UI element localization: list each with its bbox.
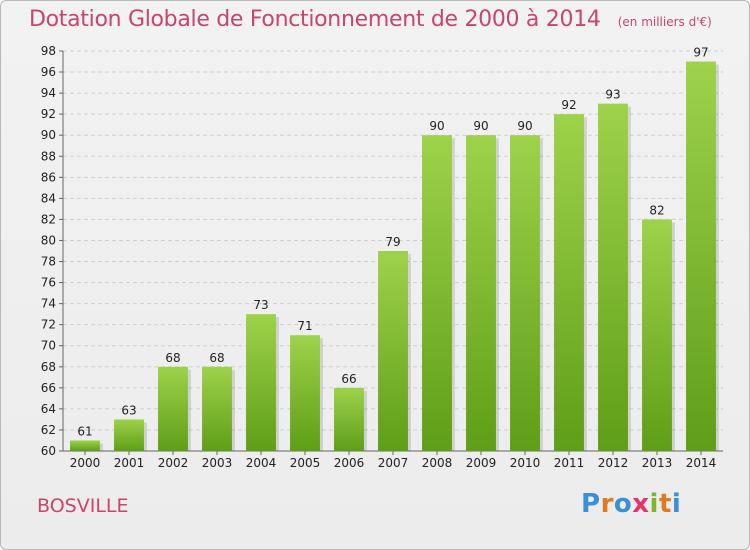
logo-letter: P [581,489,601,519]
data-label: 71 [297,319,312,333]
x-tick-label: 2006 [334,456,365,470]
x-tick-label: 2004 [246,456,277,470]
y-tick-label: 64 [41,402,56,416]
y-tick-label: 68 [41,360,56,374]
bar [686,61,716,452]
x-tick-label: 2009 [466,456,497,470]
data-label: 90 [517,119,532,133]
y-tick-label: 84 [41,191,56,205]
y-tick-label: 62 [41,423,56,437]
data-label: 82 [649,203,664,217]
bar [70,440,100,451]
y-tick-label: 80 [41,233,56,247]
y-tick-label: 74 [41,297,56,311]
logo-letter: i [649,489,659,519]
bar [334,387,364,451]
logo-letter: i [671,489,682,519]
y-tick-label: 78 [41,255,56,269]
bar [642,219,672,451]
data-label: 97 [693,46,708,60]
x-tick-label: 2010 [510,456,541,470]
data-label: 63 [121,403,136,417]
chart-subtitle: (en milliers d'€) [617,15,712,29]
logo-letter: o [613,489,633,519]
logo-letter: x [632,489,650,519]
bar [554,114,584,451]
bar [202,366,232,451]
x-tick-label: 2008 [422,456,453,470]
data-label: 68 [165,351,180,365]
bar [466,135,496,452]
x-tick-label: 2007 [378,456,409,470]
data-label: 79 [385,235,400,249]
bar [510,135,540,452]
data-label: 92 [561,98,576,112]
y-tick-label: 70 [41,339,56,353]
data-label: 93 [605,88,620,102]
y-tick-label: 82 [41,212,56,226]
x-tick-label: 2003 [202,456,233,470]
bar [378,251,408,451]
bar [114,419,144,451]
y-tick-label: 96 [41,65,56,79]
data-label: 66 [341,372,356,386]
data-label: 61 [77,424,92,438]
logo-letter: t [658,489,672,519]
bar [158,366,188,451]
y-tick-label: 90 [41,128,56,142]
data-label: 68 [209,351,224,365]
bar [246,314,276,451]
x-tick-label: 2002 [158,456,189,470]
x-tick-label: 2012 [598,456,629,470]
chart-title: Dotation Globale de Fonctionnement de 20… [29,7,601,32]
x-tick-label: 2001 [114,456,145,470]
x-tick-label: 2013 [642,456,673,470]
data-label: 90 [429,119,444,133]
y-tick-label: 94 [41,86,56,100]
x-tick-label: 2014 [686,456,717,470]
x-tick-label: 2000 [70,456,101,470]
y-tick-label: 98 [41,44,56,58]
bar [598,103,628,451]
logo-letter: r [600,489,614,519]
commune-name: BOSVILLE [37,495,129,517]
x-tick-label: 2005 [290,456,321,470]
y-tick-label: 86 [41,170,56,184]
y-tick-label: 60 [41,444,56,458]
data-label: 90 [473,119,488,133]
y-tick-label: 72 [41,318,56,332]
chart-title-row: Dotation Globale de Fonctionnement de 20… [29,7,712,32]
bar [290,335,320,451]
proxiti-logo[interactable]: Proxiti [581,489,681,519]
y-tick-label: 88 [41,149,56,163]
y-tick-label: 66 [41,381,56,395]
data-label: 73 [253,298,268,312]
x-tick-label: 2011 [554,456,585,470]
y-tick-label: 76 [41,276,56,290]
y-tick-label: 92 [41,107,56,121]
bar [422,135,452,452]
